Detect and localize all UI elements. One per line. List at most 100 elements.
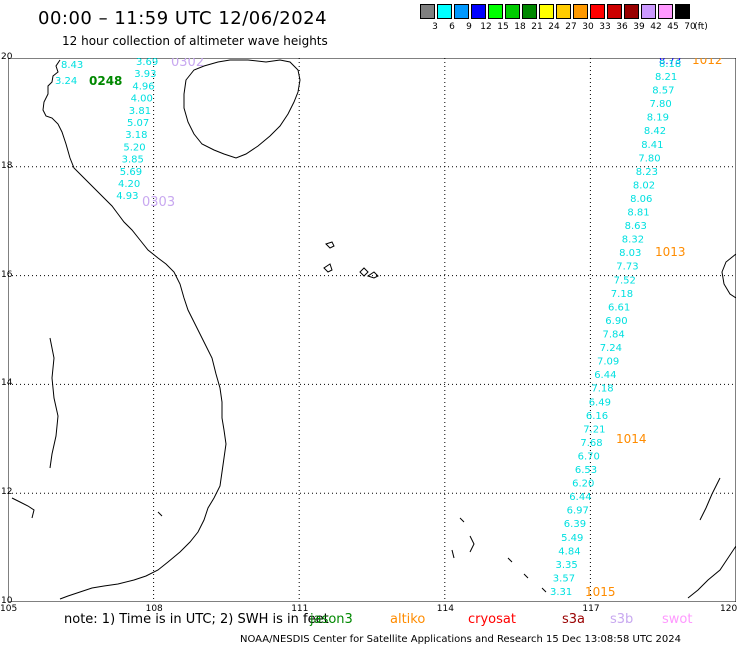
swh-value: 6.20	[572, 479, 594, 490]
colorbar-label: 39	[633, 22, 645, 32]
legend-s3a: s3a	[562, 612, 586, 627]
colorbar-swatch	[607, 4, 622, 19]
swh-value: 5.69	[120, 167, 142, 178]
colorbar-label: 27	[565, 22, 577, 32]
swh-value: 6.97	[567, 506, 589, 517]
swh-value: 8.23	[636, 167, 658, 178]
colorbar-swatch	[420, 4, 435, 19]
footer-note: note: 1) Time is in UTC; 2) SWH is in fe…	[64, 612, 335, 627]
coastline-palawan	[699, 477, 721, 521]
legend-altiko: altiko	[390, 612, 426, 627]
legend-s3b: s3b	[610, 612, 634, 627]
swh-value: 8.21	[655, 72, 677, 83]
swh-value: 8.63	[625, 221, 647, 232]
swh-value: 7.80	[638, 153, 660, 164]
coastline-borneo	[687, 545, 736, 599]
swh-value: 3.93	[134, 69, 156, 80]
swh-value: 6.44	[594, 370, 616, 381]
swh-value: 8.18	[659, 59, 681, 70]
lat-tick-label: 18	[1, 160, 13, 171]
swh-value: 8.03	[619, 248, 641, 259]
swh-value: 4.93	[116, 191, 138, 202]
coastline-spratly-3	[507, 557, 513, 563]
swh-value: 3.69	[136, 58, 158, 68]
colorbar-swatch	[675, 4, 690, 19]
colorbar-label: 3	[432, 22, 438, 32]
swh-value: 7.68	[580, 438, 602, 449]
colorbar-unit: (ft)	[694, 22, 708, 32]
colorbar-swatch	[658, 4, 673, 19]
coastline-spratly-1	[459, 517, 465, 523]
swh-value: 8.42	[644, 126, 666, 137]
swh-value: 8.57	[652, 86, 674, 97]
swh-value: 5.07	[127, 118, 149, 129]
swh-value: 8.19	[647, 113, 669, 124]
credit-line: NOAA/NESDIS Center for Satellite Applica…	[240, 634, 682, 645]
swh-value: 8.06	[630, 194, 652, 205]
colorbar-swatch	[454, 4, 469, 19]
swh-value: 6.16	[586, 411, 608, 422]
swh-value: 8.02	[633, 180, 655, 191]
coastline-gulf-thailand-islands	[11, 497, 35, 519]
swh-value: 7.21	[583, 424, 605, 435]
pass-time-label: 0302	[171, 58, 204, 70]
colorbar-label: 24	[548, 22, 560, 32]
colorbar-swatch	[488, 4, 503, 19]
swh-value: 3.81	[129, 106, 151, 117]
lon-tick-label: 105	[0, 604, 18, 614]
coastline-hainan	[183, 59, 301, 159]
swh-value: 7.52	[614, 275, 636, 286]
swh-value: 6.44	[569, 492, 591, 503]
lat-tick-label: 20	[1, 52, 13, 62]
wave-height-colorbar: 3 6 9 12 15 18 21 24 27 30 33 36 39 42 45 70 (ft)	[420, 4, 728, 36]
legend-jason3: jason3	[310, 612, 353, 627]
colorbar-label: 30	[582, 22, 594, 32]
lat-tick-label: 10	[1, 596, 13, 606]
swh-value: 3.35	[556, 560, 578, 571]
lon-tick-label: 117	[582, 604, 600, 614]
swh-value: 8.43	[61, 60, 83, 71]
swh-value: 3.24	[55, 76, 77, 87]
colorbar-label: 6	[449, 22, 455, 32]
swh-value: 8.81	[627, 208, 649, 219]
swh-value: 7.80	[650, 99, 672, 110]
coastline-paracel-2	[323, 263, 333, 273]
map-title: 00:00 – 11:59 UTC 12/06/2024	[38, 8, 328, 29]
swh-value: 8.41	[641, 140, 663, 151]
coastlines	[11, 59, 736, 600]
swh-value: 7.18	[591, 384, 613, 395]
legend-swot: swot	[662, 612, 693, 627]
swh-value: 6.61	[608, 302, 630, 313]
swh-value: 7.84	[603, 330, 625, 341]
swh-value: 4.20	[118, 179, 140, 190]
colorbar-swatch	[624, 4, 639, 19]
lat-tick-label: 16	[1, 269, 13, 280]
colorbar-label: 15	[497, 22, 509, 32]
colorbar-swatch	[556, 4, 571, 19]
swh-value: 5.20	[123, 142, 145, 153]
swh-value: 7.18	[611, 289, 633, 300]
altimeter-map: 8.43 3.24 3.69 3.93 4.96 4.00 3.81 5.07 3.18 5.20…	[8, 58, 736, 602]
swh-value: 6.49	[589, 397, 611, 408]
lon-tick-label: 108	[145, 604, 163, 614]
coastline-vietnam	[42, 59, 227, 600]
colorbar-label: 45	[667, 22, 679, 32]
map-canvas: 8.43 3.24 3.693.934.96 4.003.815.073.185.20…	[8, 58, 736, 602]
colorbar-label: 21	[531, 22, 543, 32]
pass-time-label: 0303	[142, 195, 175, 210]
colorbar-swatch	[590, 4, 605, 19]
colorbar-swatch	[471, 4, 486, 19]
coastline-paracel-1	[325, 241, 335, 249]
swh-value: 6.90	[605, 316, 627, 327]
swh-value: 3.31	[550, 587, 572, 598]
pass-time-label: 1015	[585, 585, 616, 599]
swh-value: 6.53	[575, 465, 597, 476]
swh-value: 6.39	[564, 519, 586, 530]
map-subtitle: 12 hour collection of altimeter wave hei…	[62, 34, 328, 48]
map-frame	[8, 58, 736, 602]
swh-value: 5.49	[561, 533, 583, 544]
lat-tick-label: 14	[1, 378, 13, 389]
coastline-luzon	[721, 253, 736, 299]
swh-value: 7.73	[616, 262, 638, 273]
colorbar-swatch	[522, 4, 537, 19]
